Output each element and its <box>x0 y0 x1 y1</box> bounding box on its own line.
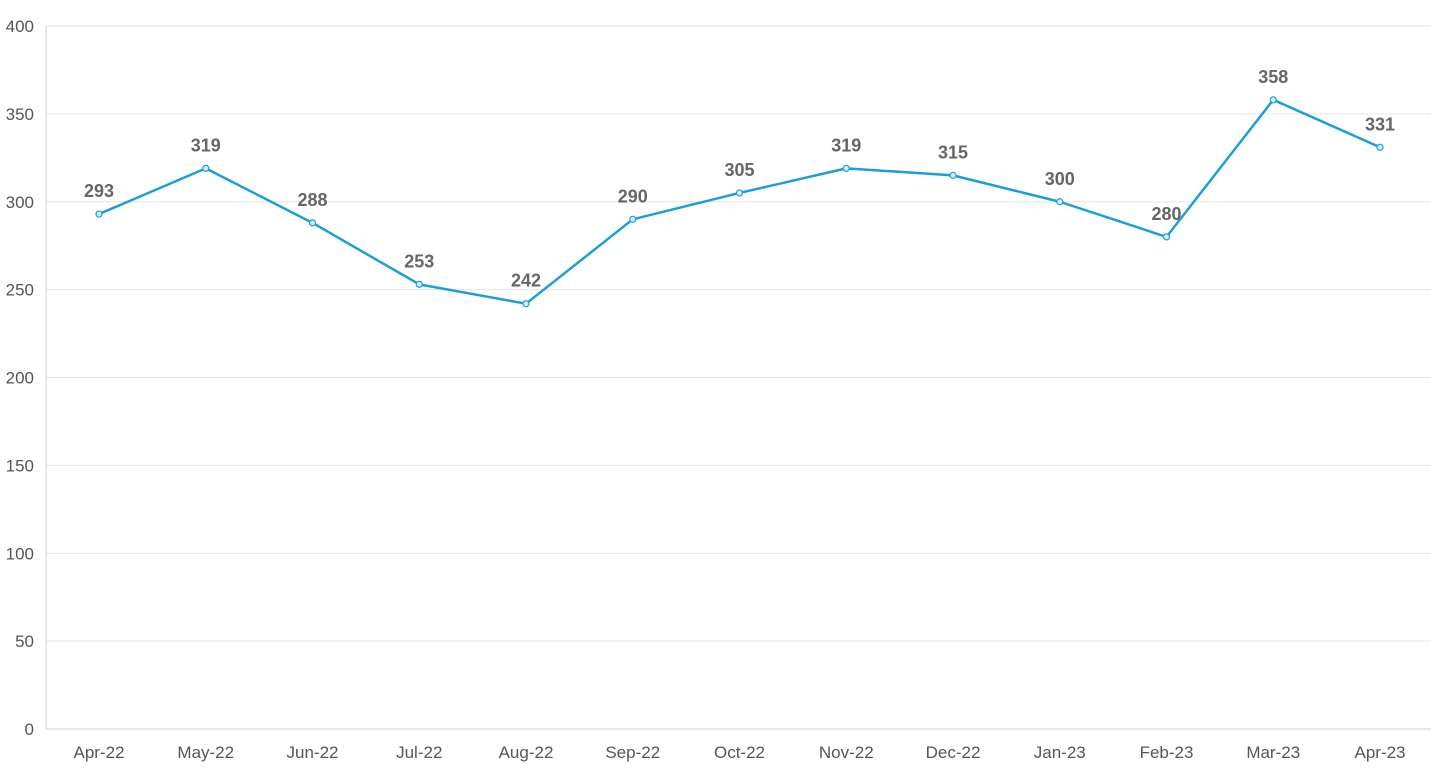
y-tick-label: 300 <box>6 193 34 212</box>
data-label: 315 <box>938 142 968 162</box>
y-tick-label: 150 <box>6 456 34 475</box>
data-point <box>1269 96 1277 104</box>
data-label: 242 <box>511 271 541 291</box>
data-label: 331 <box>1365 114 1395 134</box>
data-label: 290 <box>618 186 648 206</box>
x-tick-label: May-22 <box>177 743 234 762</box>
data-label: 319 <box>191 135 221 155</box>
x-tick-label: Aug-22 <box>499 743 554 762</box>
y-tick-label: 200 <box>6 369 34 388</box>
y-tick-label: 100 <box>6 544 34 563</box>
data-labels: 293 319 288 253 242 290 305 319 315 300 280 358 331 <box>84 67 1395 291</box>
data-label: 288 <box>297 190 327 210</box>
y-tick-label: 400 <box>6 17 34 36</box>
data-label: 305 <box>724 160 754 180</box>
y-tick-label: 350 <box>6 105 34 124</box>
y-tick-label: 0 <box>25 720 34 739</box>
data-point <box>95 210 103 218</box>
axes: 0 50 100 150 200 250 300 350 400 Apr-22 May-22 Jun-… <box>6 17 1431 762</box>
data-point <box>1056 198 1064 206</box>
data-point <box>1162 233 1171 241</box>
data-point <box>629 215 637 223</box>
x-tick-label: Feb-23 <box>1140 743 1194 762</box>
x-tick-label: Jun-22 <box>287 743 339 762</box>
data-label: 293 <box>84 181 114 201</box>
data-point <box>308 219 317 227</box>
data-label: 300 <box>1045 169 1075 189</box>
y-tick-label: 50 <box>15 632 34 651</box>
x-tick-label: Apr-23 <box>1354 743 1405 762</box>
data-point <box>415 280 423 288</box>
x-tick-label: Sep-22 <box>605 743 660 762</box>
data-point <box>735 189 744 197</box>
data-point <box>1376 143 1384 151</box>
data-point <box>842 164 850 172</box>
data-label: 253 <box>404 251 434 271</box>
x-tick-label: Dec-22 <box>926 743 981 762</box>
x-tick-label: Mar-23 <box>1246 743 1300 762</box>
data-label: 358 <box>1258 67 1288 87</box>
x-tick-label: Jul-22 <box>396 743 442 762</box>
x-tick-label: Apr-22 <box>73 743 124 762</box>
data-point <box>202 164 210 172</box>
gridlines <box>46 25 1431 642</box>
x-tick-label: Nov-22 <box>819 743 874 762</box>
series-layer <box>95 96 1384 308</box>
data-point <box>522 300 530 308</box>
x-tick-label: Jan-23 <box>1034 743 1086 762</box>
x-tick-label: Oct-22 <box>714 743 765 762</box>
data-label: 280 <box>1151 204 1181 224</box>
data-label: 319 <box>831 135 861 155</box>
y-tick-label: 250 <box>6 281 34 300</box>
data-point <box>949 171 957 179</box>
